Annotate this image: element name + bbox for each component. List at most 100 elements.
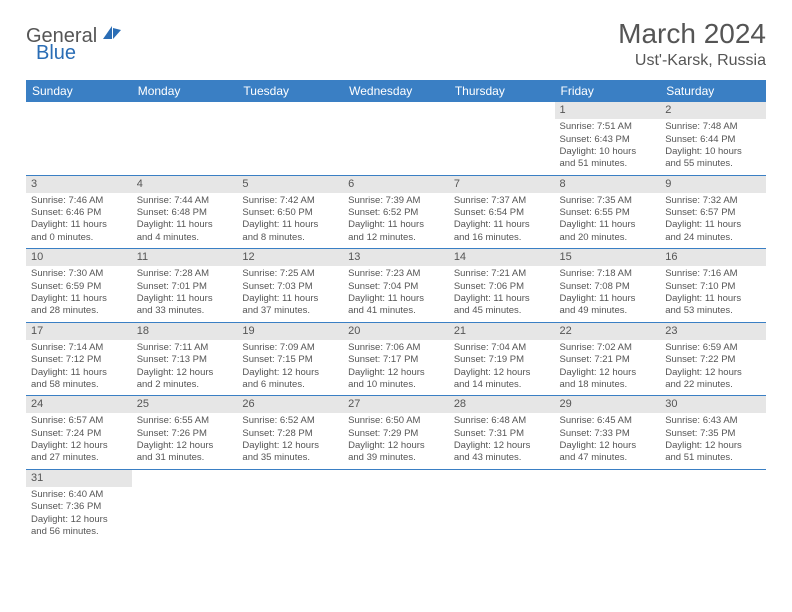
calendar-cell: 18Sunrise: 7:11 AMSunset: 7:13 PMDayligh… — [132, 322, 238, 396]
day-number: 31 — [26, 470, 132, 487]
day-dl1: Daylight: 12 hours — [31, 514, 127, 526]
day-dl1: Daylight: 11 hours — [348, 293, 444, 305]
calendar-cell: ..... — [26, 102, 132, 175]
day-number: 14 — [449, 249, 555, 266]
calendar-cell: ..... — [660, 469, 766, 542]
location-subtitle: Ust'-Karsk, Russia — [618, 52, 766, 70]
day-ss: Sunset: 6:55 PM — [560, 207, 656, 219]
day-sr: Sunrise: 7:35 AM — [560, 195, 656, 207]
calendar-cell: ..... — [449, 102, 555, 175]
day-info: Sunrise: 6:52 AMSunset: 7:28 PMDaylight:… — [237, 413, 343, 468]
day-dl1: Daylight: 11 hours — [137, 293, 233, 305]
weekday-header: Saturday — [660, 80, 766, 102]
day-dl1: Daylight: 12 hours — [454, 440, 550, 452]
day-ss: Sunset: 7:04 PM — [348, 281, 444, 293]
day-sr: Sunrise: 7:06 AM — [348, 342, 444, 354]
day-ss: Sunset: 6:44 PM — [665, 134, 761, 146]
day-info: Sunrise: 7:06 AMSunset: 7:17 PMDaylight:… — [343, 340, 449, 395]
day-dl1: Daylight: 12 hours — [560, 440, 656, 452]
day-dl2: and 22 minutes. — [665, 379, 761, 391]
day-dl1: Daylight: 11 hours — [665, 219, 761, 231]
sail-icon — [101, 24, 123, 48]
day-dl2: and 0 minutes. — [31, 232, 127, 244]
day-dl1: Daylight: 12 hours — [560, 367, 656, 379]
day-number: 6 — [343, 176, 449, 193]
day-info: Sunrise: 7:16 AMSunset: 7:10 PMDaylight:… — [660, 266, 766, 321]
day-info: Sunrise: 7:32 AMSunset: 6:57 PMDaylight:… — [660, 193, 766, 248]
day-ss: Sunset: 7:19 PM — [454, 354, 550, 366]
day-number: 30 — [660, 396, 766, 413]
calendar-cell: 22Sunrise: 7:02 AMSunset: 7:21 PMDayligh… — [555, 322, 661, 396]
day-dl2: and 51 minutes. — [665, 452, 761, 464]
day-info: Sunrise: 7:18 AMSunset: 7:08 PMDaylight:… — [555, 266, 661, 321]
day-sr: Sunrise: 7:11 AM — [137, 342, 233, 354]
day-ss: Sunset: 6:48 PM — [137, 207, 233, 219]
day-dl1: Daylight: 12 hours — [454, 367, 550, 379]
day-dl1: Daylight: 11 hours — [454, 293, 550, 305]
day-sr: Sunrise: 7:21 AM — [454, 268, 550, 280]
weekday-header: Thursday — [449, 80, 555, 102]
day-info: Sunrise: 7:14 AMSunset: 7:12 PMDaylight:… — [26, 340, 132, 395]
day-ss: Sunset: 7:35 PM — [665, 428, 761, 440]
calendar-cell: 15Sunrise: 7:18 AMSunset: 7:08 PMDayligh… — [555, 249, 661, 323]
calendar-cell: 11Sunrise: 7:28 AMSunset: 7:01 PMDayligh… — [132, 249, 238, 323]
day-dl1: Daylight: 11 hours — [242, 293, 338, 305]
calendar-cell: 12Sunrise: 7:25 AMSunset: 7:03 PMDayligh… — [237, 249, 343, 323]
day-ss: Sunset: 7:17 PM — [348, 354, 444, 366]
day-dl1: Daylight: 12 hours — [348, 367, 444, 379]
day-number: 5 — [237, 176, 343, 193]
weekday-header: Monday — [132, 80, 238, 102]
calendar-cell: 14Sunrise: 7:21 AMSunset: 7:06 PMDayligh… — [449, 249, 555, 323]
day-dl2: and 56 minutes. — [31, 526, 127, 538]
weekday-header: Tuesday — [237, 80, 343, 102]
day-ss: Sunset: 7:29 PM — [348, 428, 444, 440]
day-sr: Sunrise: 6:48 AM — [454, 415, 550, 427]
day-sr: Sunrise: 7:14 AM — [31, 342, 127, 354]
day-dl2: and 53 minutes. — [665, 305, 761, 317]
day-dl2: and 10 minutes. — [348, 379, 444, 391]
calendar-cell: 19Sunrise: 7:09 AMSunset: 7:15 PMDayligh… — [237, 322, 343, 396]
day-info: Sunrise: 7:21 AMSunset: 7:06 PMDaylight:… — [449, 266, 555, 321]
day-number: 24 — [26, 396, 132, 413]
calendar-cell: 31Sunrise: 6:40 AMSunset: 7:36 PMDayligh… — [26, 469, 132, 542]
calendar-cell: ..... — [555, 469, 661, 542]
day-dl1: Daylight: 12 hours — [31, 440, 127, 452]
day-sr: Sunrise: 7:25 AM — [242, 268, 338, 280]
calendar-cell: 5Sunrise: 7:42 AMSunset: 6:50 PMDaylight… — [237, 175, 343, 249]
day-sr: Sunrise: 7:23 AM — [348, 268, 444, 280]
day-sr: Sunrise: 7:16 AM — [665, 268, 761, 280]
day-number: 28 — [449, 396, 555, 413]
day-number: 1 — [555, 102, 661, 119]
day-info: Sunrise: 6:48 AMSunset: 7:31 PMDaylight:… — [449, 413, 555, 468]
day-ss: Sunset: 6:50 PM — [242, 207, 338, 219]
day-info: Sunrise: 6:45 AMSunset: 7:33 PMDaylight:… — [555, 413, 661, 468]
day-info: Sunrise: 7:35 AMSunset: 6:55 PMDaylight:… — [555, 193, 661, 248]
day-dl1: Daylight: 11 hours — [454, 219, 550, 231]
day-ss: Sunset: 7:21 PM — [560, 354, 656, 366]
day-dl2: and 47 minutes. — [560, 452, 656, 464]
day-number: 8 — [555, 176, 661, 193]
day-dl1: Daylight: 12 hours — [137, 367, 233, 379]
calendar-cell: 17Sunrise: 7:14 AMSunset: 7:12 PMDayligh… — [26, 322, 132, 396]
day-dl2: and 55 minutes. — [665, 158, 761, 170]
weekday-header: Wednesday — [343, 80, 449, 102]
day-sr: Sunrise: 7:04 AM — [454, 342, 550, 354]
day-number: 10 — [26, 249, 132, 266]
day-dl1: Daylight: 10 hours — [560, 146, 656, 158]
day-dl1: Daylight: 12 hours — [665, 440, 761, 452]
day-ss: Sunset: 7:26 PM — [137, 428, 233, 440]
calendar-cell: ..... — [132, 469, 238, 542]
day-info: Sunrise: 7:44 AMSunset: 6:48 PMDaylight:… — [132, 193, 238, 248]
day-dl2: and 45 minutes. — [454, 305, 550, 317]
calendar-body: .........................1Sunrise: 7:51 … — [26, 102, 766, 542]
calendar-cell: 3Sunrise: 7:46 AMSunset: 6:46 PMDaylight… — [26, 175, 132, 249]
calendar-cell: 28Sunrise: 6:48 AMSunset: 7:31 PMDayligh… — [449, 396, 555, 470]
day-dl1: Daylight: 11 hours — [560, 219, 656, 231]
calendar-cell: 2Sunrise: 7:48 AMSunset: 6:44 PMDaylight… — [660, 102, 766, 175]
day-ss: Sunset: 6:46 PM — [31, 207, 127, 219]
day-number: 21 — [449, 323, 555, 340]
weekday-header: Friday — [555, 80, 661, 102]
day-dl1: Daylight: 12 hours — [242, 367, 338, 379]
day-number: 27 — [343, 396, 449, 413]
day-number: 11 — [132, 249, 238, 266]
